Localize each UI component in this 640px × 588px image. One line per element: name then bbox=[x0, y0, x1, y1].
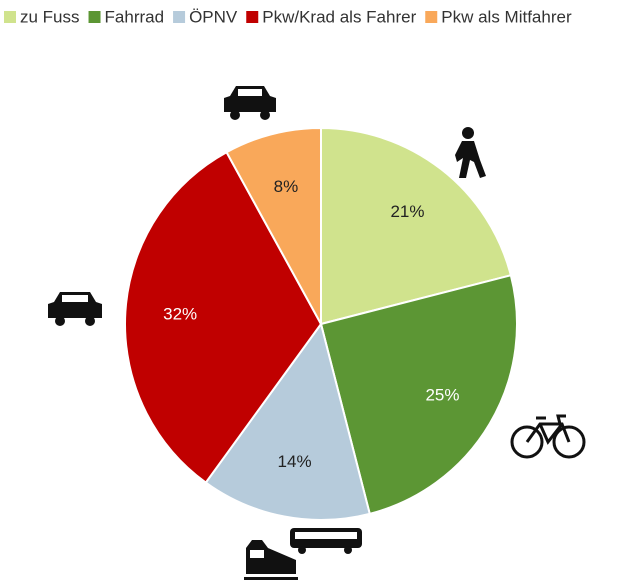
data-label: 14% bbox=[278, 452, 312, 471]
pie-slice bbox=[225, 126, 322, 325]
legend-swatch bbox=[246, 11, 259, 23]
legend-swatch bbox=[425, 11, 438, 23]
legend-label: zu Fuss bbox=[20, 7, 80, 26]
car-icon bbox=[224, 86, 276, 120]
data-label: 21% bbox=[390, 202, 424, 221]
data-label: 32% bbox=[163, 305, 197, 324]
legend-swatch bbox=[88, 11, 101, 23]
pie-slice bbox=[124, 150, 323, 484]
data-label: 25% bbox=[425, 385, 459, 404]
legend-label: Fahrrad bbox=[105, 7, 165, 26]
train-icon bbox=[244, 540, 298, 580]
car-icon bbox=[48, 292, 102, 326]
pie-slice bbox=[319, 274, 518, 516]
legend-label: Pkw als Mitfahrer bbox=[441, 7, 572, 26]
pie-slice bbox=[204, 321, 371, 521]
legend-swatch bbox=[4, 11, 16, 23]
legend-label: ÖPNV bbox=[189, 7, 238, 26]
bus-icon bbox=[290, 528, 362, 554]
legend-swatch bbox=[173, 11, 186, 23]
icons bbox=[48, 86, 586, 580]
data-label: 8% bbox=[274, 177, 299, 196]
legend-label: Pkw/Krad als Fahrer bbox=[262, 7, 416, 26]
bicycle-icon bbox=[510, 414, 586, 459]
walker-icon bbox=[455, 127, 486, 178]
pie-slice bbox=[320, 126, 513, 326]
